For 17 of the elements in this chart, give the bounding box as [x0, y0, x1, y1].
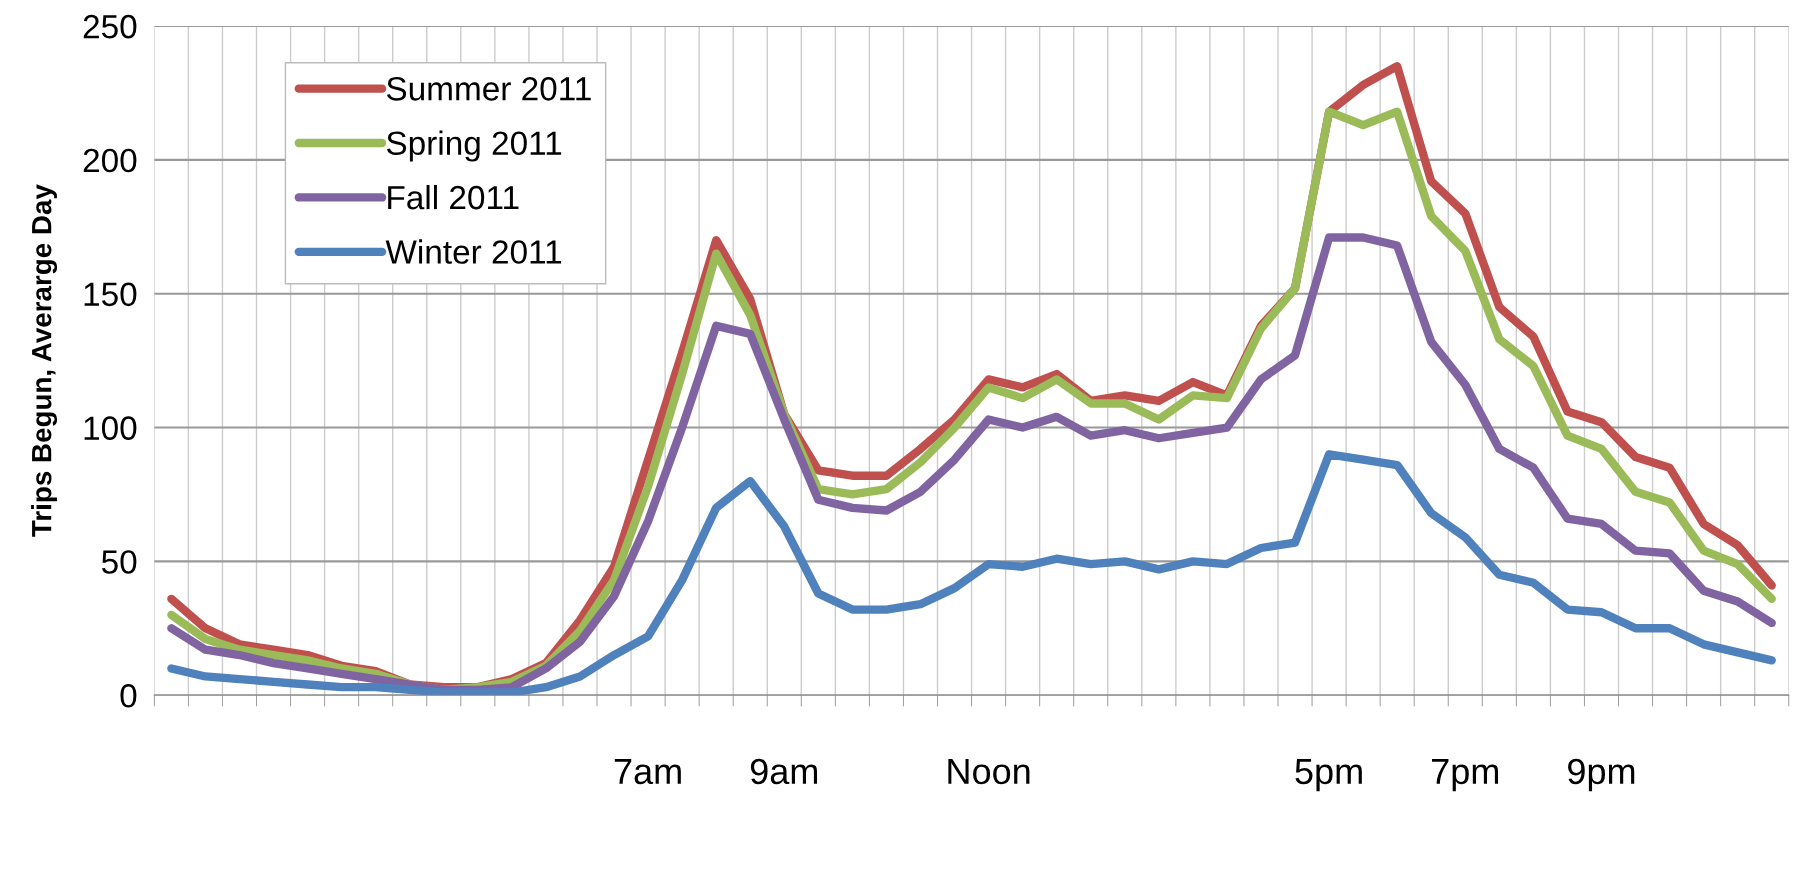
- legend-label: Fall 2011: [388, 184, 519, 210]
- legend-label: Summer 2011: [386, 77, 591, 101]
- x-tick-label: 9pm: [1568, 758, 1635, 792]
- y-axis-title: Trips Begun, Averarge Day: [31, 184, 58, 537]
- y-tick-label: 50: [101, 550, 137, 574]
- y-tick-label: 150: [84, 282, 137, 307]
- y-tick-label: 100: [84, 416, 137, 440]
- x-tick-label: Noon: [948, 759, 1030, 785]
- y-tick-label: 0: [120, 684, 137, 708]
- legend-label: Spring 2011: [386, 130, 562, 162]
- x-tick-label: 7am: [614, 759, 681, 785]
- x-tick-label: 5pm: [1295, 759, 1362, 792]
- legend-label: Winter 2011: [385, 239, 562, 264]
- y-tick-label: 250: [83, 14, 137, 39]
- x-tick-label: 9am: [750, 758, 818, 785]
- y-tick-label: 200: [83, 148, 137, 173]
- x-tick-label: 7pm: [1432, 759, 1499, 792]
